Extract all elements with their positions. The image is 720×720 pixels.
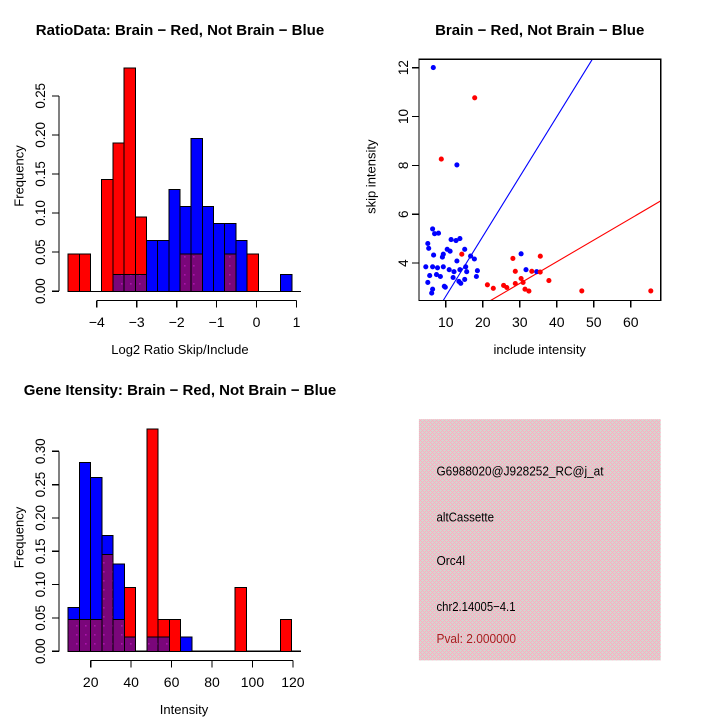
svg-text:0.00: 0.00 xyxy=(33,639,48,664)
svg-text:0.00: 0.00 xyxy=(33,278,48,303)
svg-text:0.15: 0.15 xyxy=(33,539,48,564)
svg-text:RatioData: Brain − Red, Not Br: RatioData: Brain − Red, Not Brain − Blue xyxy=(36,22,324,39)
svg-text:12: 12 xyxy=(396,60,411,75)
svg-text:Log2 Ratio Skip/Include: Log2 Ratio Skip/Include xyxy=(111,342,248,357)
svg-text:chr2.14005−4.1: chr2.14005−4.1 xyxy=(437,599,516,614)
svg-text:G6988020@J928252_RC@j_at: G6988020@J928252_RC@j_at xyxy=(437,464,604,479)
svg-text:40: 40 xyxy=(123,674,139,690)
svg-text:40: 40 xyxy=(549,314,565,330)
svg-text:Frequency: Frequency xyxy=(12,506,27,568)
svg-text:−4: −4 xyxy=(89,314,105,330)
svg-text:100: 100 xyxy=(241,674,265,690)
svg-text:20: 20 xyxy=(83,674,99,690)
svg-text:60: 60 xyxy=(623,314,639,330)
svg-text:0.25: 0.25 xyxy=(33,83,48,108)
svg-text:−1: −1 xyxy=(209,314,225,330)
svg-text:0.05: 0.05 xyxy=(33,239,48,264)
svg-text:0: 0 xyxy=(253,314,261,330)
svg-text:skip intensity: skip intensity xyxy=(364,139,379,214)
svg-text:0.30: 0.30 xyxy=(33,439,48,464)
svg-text:include intensity: include intensity xyxy=(493,342,586,357)
svg-text:30: 30 xyxy=(512,314,528,330)
svg-text:Pval: 2.000000: Pval: 2.000000 xyxy=(437,631,517,646)
svg-text:6: 6 xyxy=(396,210,411,218)
svg-text:−2: −2 xyxy=(169,314,185,330)
svg-text:0.10: 0.10 xyxy=(33,200,48,225)
svg-text:0.20: 0.20 xyxy=(33,505,48,530)
svg-text:Gene Itensity: Brain − Red, No: Gene Itensity: Brain − Red, Not Brain − … xyxy=(24,382,337,399)
svg-text:Orc4l: Orc4l xyxy=(437,553,466,568)
svg-text:50: 50 xyxy=(586,314,602,330)
svg-text:10: 10 xyxy=(396,109,411,124)
svg-text:Intensity: Intensity xyxy=(160,702,209,717)
svg-text:−3: −3 xyxy=(129,314,145,330)
svg-text:0.15: 0.15 xyxy=(33,161,48,186)
svg-text:8: 8 xyxy=(396,162,411,170)
svg-text:80: 80 xyxy=(204,674,220,690)
svg-text:0.10: 0.10 xyxy=(33,572,48,597)
svg-text:1: 1 xyxy=(293,314,301,330)
svg-text:120: 120 xyxy=(281,674,305,690)
svg-text:20: 20 xyxy=(475,314,491,330)
svg-text:0.05: 0.05 xyxy=(33,605,48,630)
svg-text:0.25: 0.25 xyxy=(33,472,48,497)
svg-text:4: 4 xyxy=(396,259,411,267)
svg-text:0.20: 0.20 xyxy=(33,122,48,147)
svg-text:10: 10 xyxy=(438,314,454,330)
svg-text:60: 60 xyxy=(164,674,180,690)
svg-text:altCassette: altCassette xyxy=(437,510,495,525)
svg-text:Frequency: Frequency xyxy=(12,145,27,207)
svg-text:Brain − Red, Not Brain − Blue: Brain − Red, Not Brain − Blue xyxy=(435,22,644,39)
